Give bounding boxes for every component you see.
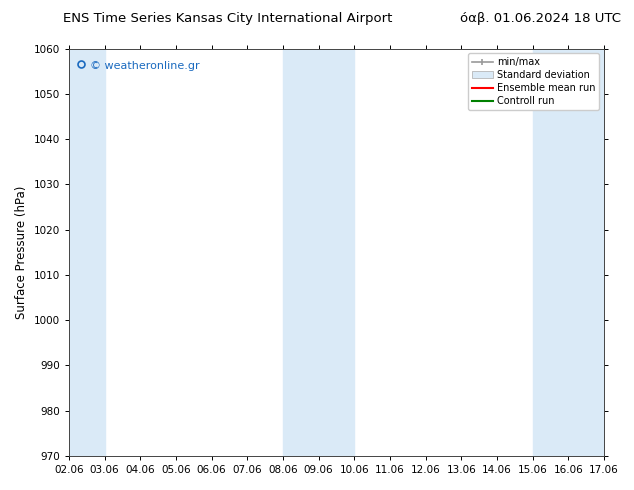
Legend: min/max, Standard deviation, Ensemble mean run, Controll run: min/max, Standard deviation, Ensemble me… — [468, 53, 599, 110]
Y-axis label: Surface Pressure (hPa): Surface Pressure (hPa) — [15, 186, 28, 319]
Text: © weatheronline.gr: © weatheronline.gr — [90, 61, 200, 71]
Text: ENS Time Series Kansas City International Airport: ENS Time Series Kansas City Internationa… — [63, 12, 393, 25]
Bar — [283, 49, 354, 456]
Bar — [533, 49, 604, 456]
Text: όαβ. 01.06.2024 18 UTC: όαβ. 01.06.2024 18 UTC — [460, 12, 621, 25]
Bar — [69, 49, 105, 456]
